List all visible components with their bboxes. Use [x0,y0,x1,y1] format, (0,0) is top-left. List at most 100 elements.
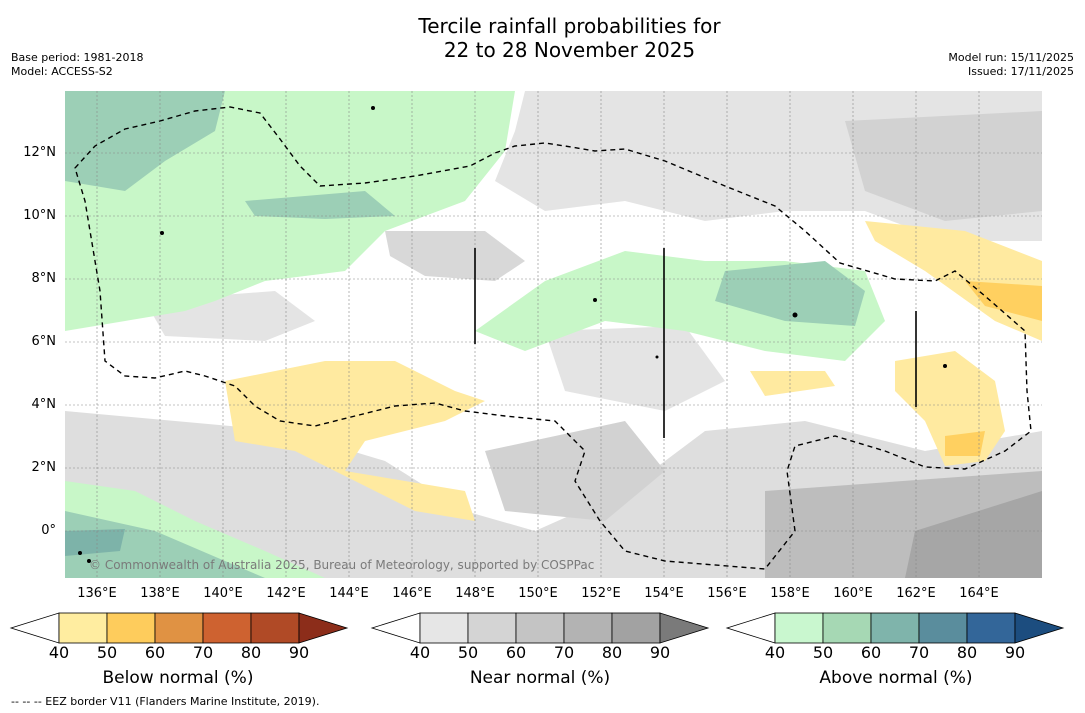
colorbar-graphics [9,612,1065,644]
colorbar-swatch [250,612,300,644]
colorbar-tick-label: 90 [1004,643,1026,662]
lon-label-158e: 158°E [770,586,810,601]
colorbar-tick-label: 90 [288,643,310,662]
above-normal-patch-north-center [245,191,395,219]
eez-footnote: -- -- -- EEZ border V11 (Flanders Marine… [11,695,320,708]
lon-label-148e: 148°E [455,586,495,601]
colorbar-swatch [202,612,252,644]
colorbar-swatch [918,612,968,644]
colorbar-swatch [58,612,108,644]
colorbar-tick-label: 70 [192,643,214,662]
lat-label-8n: 8°N [31,271,57,286]
colorbar-swatch [515,612,565,644]
colorbar-high-extend [659,612,710,644]
colorbar-below-normal [9,612,349,644]
colorbar-low-extend [9,612,60,644]
lon-label-156e: 156°E [707,586,747,601]
colorbar-tick-label: 50 [96,643,118,662]
colorbar-title-near: Near normal (%) [469,668,611,688]
above-normal-patch-southwest-strong [65,511,265,578]
lon-label-142e: 142°E [266,586,306,601]
above-normal-patch-northwest-strong [65,91,225,191]
colorbar-tick-label: 80 [956,643,978,662]
below-normal-patch-west [225,361,485,521]
near-normal-patch-northeast [845,111,1042,221]
lon-label-152e: 152°E [581,586,621,601]
colorbar-tick-label: 50 [457,643,479,662]
below-normal-patch-northeast-strong [965,281,1042,321]
colorbar-swatch [822,612,872,644]
islands [78,106,947,563]
colorbar-high-extend [298,612,349,644]
lon-label-162e: 162°E [896,586,936,601]
island [943,364,947,368]
base-period-text: Base period: 1981-2018 [11,51,144,64]
metadata-right: Model run: 15/11/2025 Issued: 17/11/2025 [948,51,1074,79]
colorbar-swatch [154,612,204,644]
island [160,231,164,235]
lat-label-2n: 2°N [31,460,57,475]
lat-label-4n: 4°N [31,397,57,412]
colorbar-tick-label: 80 [601,643,623,662]
colorbar-tick-label: 80 [240,643,262,662]
colorbar-swatch [563,612,613,644]
lon-label-160e: 160°E [833,586,873,601]
near-normal-patch-southeast-strong [905,491,1042,578]
map-title-line1: Tercile rainfall probabilities for [418,14,721,38]
model-run-text: Model run: 15/11/2025 [948,51,1074,64]
lon-label-138e: 138°E [140,586,180,601]
colorbar-swatch [966,612,1016,644]
lon-label-146e: 146°E [392,586,432,601]
colorbar-tick-label: 40 [409,643,431,662]
colorbar-tick-label: 60 [144,643,166,662]
island [371,106,375,110]
colorbar-title-below: Below normal (%) [102,668,254,688]
colorbar-tick-label: 70 [553,643,575,662]
colorbar-low-extend [370,612,421,644]
colorbar-tick-label: 90 [649,643,671,662]
near-normal-patch-south-center [485,421,665,521]
colorbar-low-extend [725,612,776,644]
issued-text: Issued: 17/11/2025 [967,65,1074,78]
lat-label-0: 0° [41,523,56,538]
graticule [65,91,1042,578]
colorbar-tick-label: 40 [48,643,70,662]
eez-border [74,106,1032,570]
map-title-line2: 22 to 28 November 2025 [443,38,696,62]
colorbar-swatch [419,612,469,644]
near-normal-patch-mid [545,326,725,411]
colorbar-tick-label: 50 [812,643,834,662]
colorbar-tick-label: 70 [908,643,930,662]
colorbar-swatch [106,612,156,644]
colorbar-swatch [774,612,824,644]
below-normal-patch-northeast [865,221,1042,341]
lon-label-140e: 140°E [203,586,243,601]
colorbar-swatch [611,612,661,644]
below-normal-patch-east-strong [945,431,985,456]
lon-label-144e: 144°E [329,586,369,601]
model-text: Model: ACCESS-S2 [11,65,113,78]
lon-label-154e: 154°E [644,586,684,601]
copyright-text: © Commonwealth of Australia 2025, Bureau… [89,558,595,572]
colorbar-near-normal [370,612,710,644]
island [792,312,798,318]
above-normal-patch-central-strong [715,261,865,326]
island [655,355,659,359]
rainfall-probability-map [65,91,1042,578]
lon-label-164e: 164°E [959,586,999,601]
lon-label-136e: 136°E [77,586,117,601]
island [78,551,82,555]
colorbar-above-normal [725,612,1065,644]
colorbar-swatch [870,612,920,644]
colorbar-tick-label: 40 [764,643,786,662]
colorbar-swatch [467,612,517,644]
lat-label-10n: 10°N [23,208,56,223]
colorbar-tick-label: 60 [505,643,527,662]
colorbar-title-above: Above normal (%) [819,668,973,688]
lat-label-6n: 6°N [31,334,57,349]
colorbar-high-extend [1014,612,1065,644]
metadata-left: Base period: 1981-2018 Model: ACCESS-S2 [11,51,143,79]
near-normal-patch-central [385,231,525,281]
island [87,559,91,563]
island [593,298,597,302]
